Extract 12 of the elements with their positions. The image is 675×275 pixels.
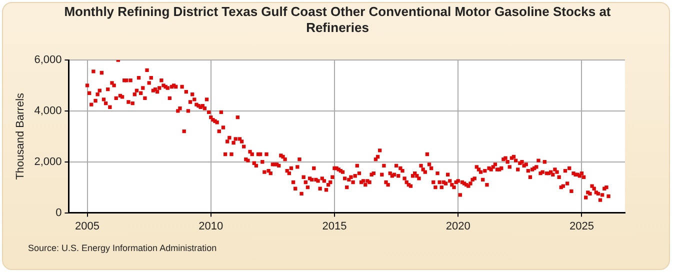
y-tick-label: 6,000: [34, 54, 62, 66]
x-tick-label: 2020: [446, 220, 470, 232]
chart-title: Monthly Refining District Texas Gulf Coast Other Conventional Motor Gasoline Stocks at Refineries: [63, 4, 612, 36]
x-tick-label: 2005: [75, 220, 100, 232]
x-tick-label: 2010: [198, 220, 224, 232]
y-tick-label: 2,000: [34, 156, 62, 168]
source-note: Source: U.S. Energy Information Administration: [28, 243, 217, 253]
y-tick-label: 4,000: [34, 104, 62, 117]
y-tick-label: 0: [56, 206, 62, 219]
x-tick-label: 2015: [322, 220, 347, 232]
y-axis-title: Thousand Barrels: [14, 92, 27, 180]
x-tick-label: 2025: [569, 220, 594, 232]
